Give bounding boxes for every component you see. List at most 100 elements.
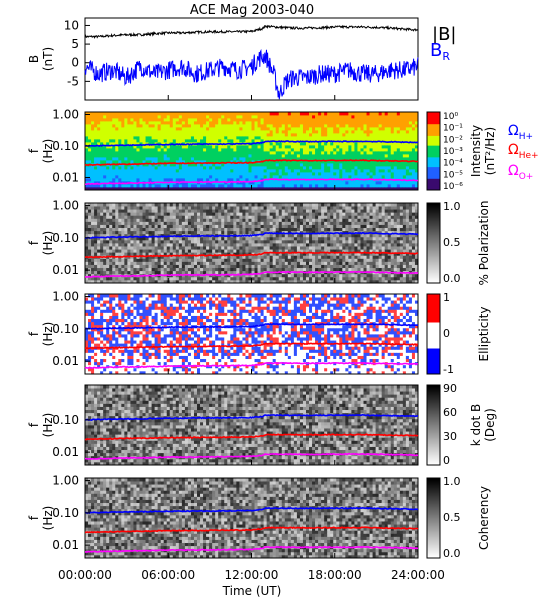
spectrogram-cell <box>396 148 401 152</box>
spectrogram-cell <box>121 203 125 207</box>
spectrogram-cell <box>200 261 204 265</box>
spectrogram-cell <box>369 130 373 134</box>
spectrogram-cell <box>284 276 289 281</box>
spectrogram-cell <box>133 215 137 219</box>
spectrogram-cell <box>263 187 268 191</box>
spectrogram-cell <box>142 209 146 213</box>
spectrogram-cell <box>305 175 310 179</box>
spectrogram-cell <box>305 148 310 152</box>
spectrogram-cell <box>315 154 319 158</box>
spectrogram-cell <box>333 157 337 161</box>
spectrogram-cell <box>169 252 174 256</box>
spectrogram-cell <box>348 112 352 116</box>
spectrogram-cell <box>414 124 419 128</box>
spectrogram-cell <box>121 178 125 182</box>
freq-ytick-label: 0.01 <box>52 170 79 184</box>
spectrogram-cell <box>290 175 295 179</box>
spectrogram-cell <box>266 175 271 179</box>
spectrogram-cell <box>324 133 328 137</box>
spectrogram-cell <box>227 148 231 152</box>
spectrogram-cell <box>197 212 201 216</box>
spectrogram-cell <box>336 151 340 155</box>
spectrogram-cell <box>106 215 110 219</box>
spectrogram-cell <box>209 218 213 222</box>
spectrogram-cell <box>287 206 292 210</box>
spectrogram-cell <box>272 261 277 265</box>
spectrogram-cell <box>163 118 168 122</box>
spectrogram-cell <box>91 181 95 185</box>
spectrogram-cell <box>218 145 222 149</box>
spectrogram-cell <box>121 172 125 176</box>
spectrogram-cell <box>393 112 398 116</box>
spectrogram-cell <box>327 163 331 167</box>
spectrogram-cell <box>100 142 104 146</box>
spectrogram-cell <box>133 139 137 143</box>
spectrogram-cell <box>148 279 152 284</box>
spectrogram-cell <box>396 175 401 179</box>
spectrogram-cell <box>296 243 301 247</box>
spectrogram-cell <box>245 172 249 176</box>
colorbar-segment <box>427 184 440 187</box>
spectrogram-cell <box>139 169 143 173</box>
spectrogram-cell <box>115 121 119 125</box>
spectrogram-cell <box>169 264 174 269</box>
spectrogram-cell <box>154 264 159 269</box>
spectrogram-cell <box>363 124 367 128</box>
spectrogram-cell <box>299 139 304 143</box>
spectrogram-cell <box>163 121 168 125</box>
spectrogram-cell <box>124 206 128 210</box>
spectrogram-cell <box>151 212 156 216</box>
spectrogram-cell <box>390 184 395 188</box>
spectrogram-cell <box>154 276 159 281</box>
spectrogram-cell <box>227 218 231 222</box>
spectrogram-cell <box>169 169 174 173</box>
spectrogram-cell <box>160 267 165 272</box>
spectrogram-cell <box>318 160 322 164</box>
spectrogram-cell <box>181 236 186 241</box>
spectrogram-cell <box>139 224 143 229</box>
spectrogram-cell <box>118 184 122 188</box>
spectrogram-cell <box>215 169 219 173</box>
spectrogram-cell <box>345 151 349 155</box>
spectrogram-cell <box>251 249 255 253</box>
spectrogram-cell <box>290 127 295 131</box>
spectrogram-cell <box>115 148 119 152</box>
spectrogram-cell <box>148 227 152 232</box>
spectrogram-cell <box>163 169 168 173</box>
colorbar-unit: (nT²/Hz) <box>483 127 497 175</box>
spectrogram-cell <box>230 218 234 222</box>
spectrogram-cell <box>305 172 310 176</box>
spectrogram-cell <box>190 255 195 259</box>
spectrogram-cell <box>236 279 240 284</box>
spectrogram-cell <box>272 157 277 161</box>
spectrogram-cell <box>372 184 377 188</box>
spectrogram-cell <box>263 163 268 167</box>
spectrogram-cell <box>336 187 340 191</box>
spectrogram-cell <box>336 115 340 119</box>
spectrogram-cell <box>206 172 210 176</box>
spectrogram-cell <box>130 252 134 256</box>
spectrogram-cell <box>327 166 331 170</box>
spectrogram-cell <box>224 218 228 222</box>
spectrogram-cell <box>184 157 189 161</box>
spectrogram-cell <box>187 124 192 128</box>
spectrogram-cell <box>239 121 243 125</box>
spectrogram-cell <box>290 115 295 119</box>
spectrogram-cell <box>381 157 386 161</box>
spectrogram-cell <box>230 178 234 182</box>
spectrogram-cell <box>160 224 165 229</box>
spectrogram-cell <box>236 261 240 265</box>
spectrogram-cell <box>236 154 240 158</box>
spectrogram-cell <box>212 276 216 281</box>
spectrogram-cell <box>290 267 295 272</box>
spectrogram-cell <box>309 142 313 146</box>
spectrogram-cell <box>293 160 298 164</box>
spectrogram-cell <box>251 187 255 191</box>
spectrogram-cell <box>312 163 316 167</box>
spectrogram-cell <box>115 227 119 232</box>
spectrogram-cell <box>321 255 325 259</box>
spectrogram-cell <box>166 206 171 210</box>
spectrogram-cell <box>212 261 216 265</box>
spectrogram-cell <box>172 133 177 137</box>
spectrogram-cell <box>260 136 265 140</box>
